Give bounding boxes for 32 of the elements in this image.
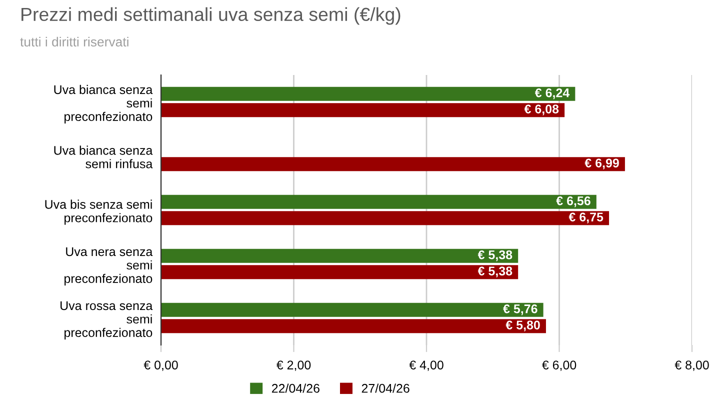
y-tick-label: Uva rossa senza semi preconfezionato (60, 301, 153, 340)
x-tick-label: € 2,00 (276, 360, 311, 371)
y-tick-label: Uva bianca senza semi preconfezionato (54, 84, 153, 124)
bar (161, 86, 576, 101)
data-label: € 6,99 (584, 158, 619, 170)
y-tick-label: Uva bianca senza semi rinfusa (54, 146, 153, 168)
chart-title: Prezzi medi settimanali uva senza semi (€/kg) (22, 7, 400, 25)
bar (161, 103, 565, 118)
data-label: € 5,38 (478, 266, 512, 278)
data-label: € 5,80 (506, 320, 540, 332)
bar (161, 302, 544, 317)
x-tick-label: € 4,00 (409, 360, 444, 371)
y-tick-label: Uva nera senza semi preconfezionato (64, 247, 153, 286)
data-label: € 6,24 (534, 88, 570, 100)
data-label: € 6,56 (556, 196, 590, 208)
x-tick-label: € 0,00 (144, 360, 178, 371)
chart-subtitle: tutti i diritti riservati (20, 36, 128, 47)
bar (161, 265, 518, 280)
bar (161, 157, 625, 172)
data-label: € 6,75 (568, 212, 604, 224)
y-tick-label: Uva bis senza semi preconfezionato (45, 200, 152, 225)
x-tick-label: € 6,00 (542, 360, 576, 371)
legend-label: 22/04/26 (272, 384, 320, 393)
bar (161, 319, 546, 334)
bar (161, 248, 518, 263)
bar (161, 211, 610, 226)
x-tick-label: € 8,00 (674, 360, 709, 371)
legend-label: 27/04/26 (362, 384, 410, 393)
data-label: € 6,08 (524, 104, 559, 116)
data-label: € 5,76 (503, 304, 538, 316)
bar (161, 194, 596, 209)
data-label: € 5,38 (478, 250, 512, 262)
